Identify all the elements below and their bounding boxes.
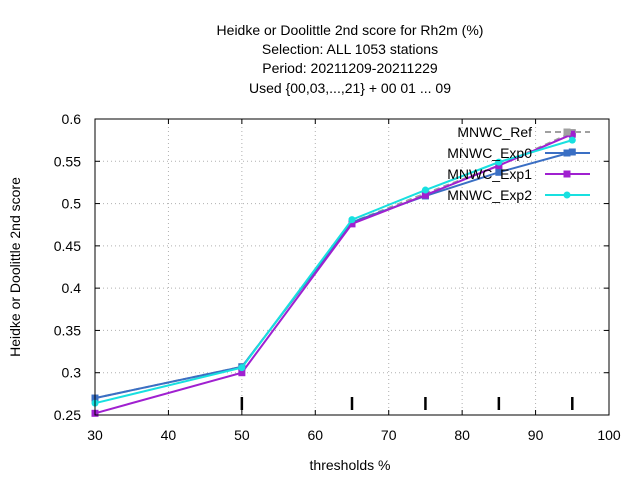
data-point [348,220,356,228]
legend-label: MNWC_Exp0 [447,145,532,161]
x-tick-label: 40 [161,427,177,443]
title-line-3: Period: 20211209-20211229 [262,60,438,76]
data-point [568,136,576,144]
data-point [348,216,356,224]
data-point [238,364,246,372]
series-MNWC_Exp2 [91,136,576,407]
y-tick-label: 0.3 [62,365,82,381]
plot-frame [94,118,610,416]
y-tick-label: 0.55 [54,153,81,169]
legend-item-MNWC_Exp2: MNWC_Exp2 [447,187,590,203]
x-tick-label: 60 [307,427,323,443]
legend-item-MNWC_Ref: MNWC_Ref [457,124,590,140]
legend-item-MNWC_Exp1: MNWC_Exp1 [447,166,590,182]
y-tick-label: 0.25 [54,407,81,423]
x-tick-label: 30 [87,427,103,443]
title-line-1: Heidke or Doolittle 2nd score for Rh2m (… [217,22,484,38]
tick-labels: 30 40 50 60 70 80 90 100 0.25 0.3 0.35 0.4 0.45 0.5 0.… [54,111,621,443]
x-tick-label: 90 [528,427,544,443]
series-line [94,133,573,415]
series-group [91,129,576,417]
data-point [568,148,576,156]
legend: MNWC_Ref MNWC_Exp0 MNWC_Exp1 MNWC_Exp2 [447,124,590,203]
legend-label: MNWC_Exp2 [447,187,532,203]
legend-label: MNWC_Exp1 [447,166,532,182]
legend-marker [563,128,571,136]
data-point [495,168,503,176]
legend-marker [563,149,571,157]
y-tick-label: 0.4 [62,280,82,296]
sample-marks [240,397,574,410]
legend-item-MNWC_Exp0: MNWC_Exp0 [447,145,590,161]
data-point [568,130,576,138]
chart-title: Heidke or Doolittle 2nd score for Rh2m (… [217,22,484,96]
x-tick-label: 80 [454,427,470,443]
x-axis-label: thresholds % [310,457,391,473]
y-tick-label: 0.35 [54,322,81,338]
data-point [421,191,429,199]
data-point [238,369,246,377]
y-tick-label: 0.5 [62,196,82,212]
title-line-4: Used {00,03,...,21} + 00 01 ... 09 [249,80,451,96]
y-tick-label: 0.45 [54,238,81,254]
y-axis-label: Heidke or Doolittle 2nd score [7,177,23,357]
legend-marker [563,170,571,178]
x-tick-label: 50 [234,427,250,443]
title-line-2: Selection: ALL 1053 stations [262,41,438,57]
data-point [421,186,429,194]
x-tick-label: 70 [381,427,397,443]
legend-label: MNWC_Ref [457,124,532,140]
series-line [94,139,573,405]
grid [95,119,609,415]
x-tick-label: 100 [597,427,621,443]
y-tick-label: 0.6 [62,111,82,127]
data-point [495,158,503,166]
legend-marker [563,191,571,199]
